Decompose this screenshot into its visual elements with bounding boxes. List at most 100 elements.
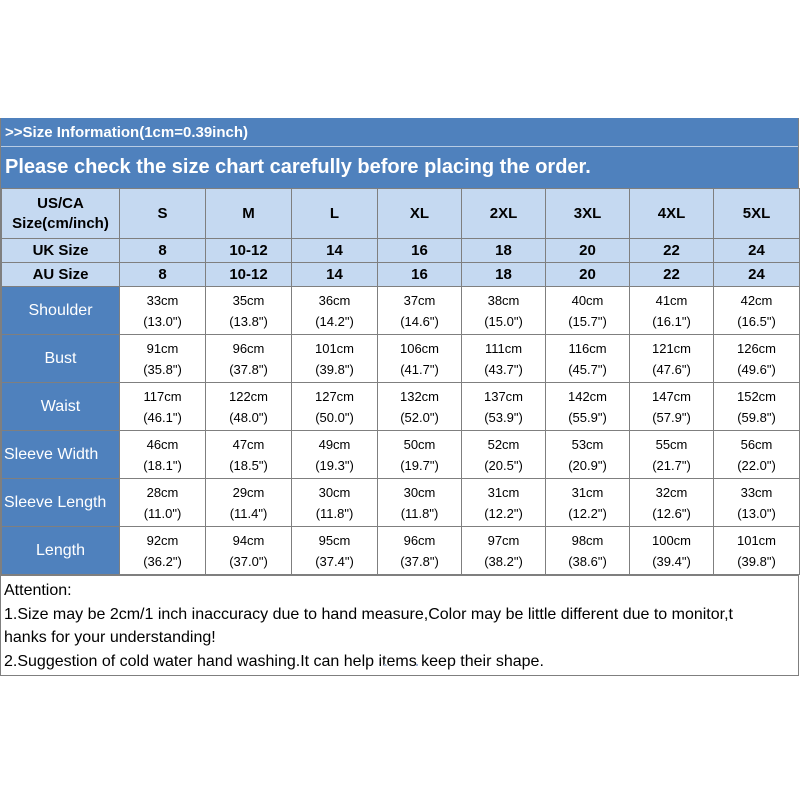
us-size-cell: XL	[377, 188, 462, 239]
measurement-cell: 50cm (19.7")	[377, 430, 462, 479]
cm-value: 50cm	[403, 436, 436, 452]
au-size-cell: 8	[119, 262, 206, 287]
inch-value: (57.9")	[652, 409, 691, 425]
inch-value: (43.7")	[484, 361, 523, 377]
inch-value: (16.1")	[652, 313, 691, 329]
inch-value: (59.8")	[737, 409, 776, 425]
au-size-cell: 14	[291, 262, 378, 287]
measurement-cell: 36cm (14.2")	[291, 286, 378, 335]
us-label-line1: US/CA	[37, 194, 84, 212]
measurement-cell: 91cm (35.8")	[119, 334, 206, 383]
inch-value: (18.5")	[229, 457, 268, 473]
us-size-label: US/CA Size(cm/inch)	[1, 188, 120, 239]
us-size-cell: 4XL	[629, 188, 714, 239]
measurement-cell: 46cm (18.1")	[119, 430, 206, 479]
cm-value: 111cm	[484, 340, 523, 356]
cm-value: 152cm	[736, 388, 777, 404]
measurement-cell: 42cm (16.5")	[713, 286, 800, 335]
cm-value: 31cm	[571, 484, 604, 500]
measurement-cell: 147cm (57.9")	[629, 382, 714, 431]
us-size-cell: S	[119, 188, 206, 239]
inch-value: (14.6")	[400, 313, 439, 329]
measurement-cell: 106cm (41.7")	[377, 334, 462, 383]
inch-value: (37.8")	[400, 553, 439, 569]
measurement-cell: 53cm (20.9")	[545, 430, 630, 479]
cm-value: 47cm	[232, 436, 265, 452]
cm-value: 42cm	[740, 292, 773, 308]
measurement-label: Shoulder	[1, 286, 120, 335]
cm-value: 106cm	[399, 340, 440, 356]
cm-value: 132cm	[399, 388, 440, 404]
measurement-cell: 95cm (37.4")	[291, 526, 378, 575]
inch-value: (15.7")	[568, 313, 607, 329]
au-size-cell: 22	[629, 262, 714, 287]
cm-value: 122cm	[228, 388, 269, 404]
measurement-cell: 33cm (13.0")	[119, 286, 206, 335]
cm-value: 142cm	[567, 388, 608, 404]
inch-value: (39.4")	[652, 553, 691, 569]
cm-value: 96cm	[232, 340, 265, 356]
uk-size-cell: 16	[377, 238, 462, 263]
inch-value: (13.8")	[229, 313, 268, 329]
inch-value: (12.2")	[484, 505, 523, 521]
cm-value: 33cm	[146, 292, 179, 308]
measurement-cell: 142cm (55.9")	[545, 382, 630, 431]
measurement-cell: 37cm (14.6")	[377, 286, 462, 335]
measurement-row: Length 92cm (36.2") 94cm (37.0") 95cm (37.4") 9…	[1, 526, 800, 575]
cm-value: 56cm	[740, 436, 773, 452]
inch-value: (19.3")	[315, 457, 354, 473]
attention-line-3: 2.Suggestion of cold water hand washing.…	[4, 652, 544, 670]
cm-value: 29cm	[232, 484, 265, 500]
inch-value: (14.2")	[315, 313, 354, 329]
attention-line-1: 1.Size may be 2cm/1 inch inaccuracy due …	[4, 605, 733, 623]
measurement-cell: 117cm (46.1")	[119, 382, 206, 431]
measurement-label: Length	[1, 526, 120, 575]
inch-value: (11.4")	[229, 505, 268, 521]
measurement-cell: 121cm (47.6")	[629, 334, 714, 383]
measurement-cell: 96cm (37.8")	[205, 334, 292, 383]
measurement-cell: 40cm (15.7")	[545, 286, 630, 335]
inch-value: (39.8")	[315, 361, 354, 377]
measurement-cell: 116cm (45.7")	[545, 334, 630, 383]
measurement-cell: 96cm (37.8")	[377, 526, 462, 575]
measurement-cell: 94cm (37.0")	[205, 526, 292, 575]
cm-value: 127cm	[314, 388, 355, 404]
cm-value: 32cm	[655, 484, 688, 500]
measurement-cell: 97cm (38.2")	[461, 526, 546, 575]
measurement-row: Sleeve Length 28cm (11.0") 29cm (11.4") 30cm (…	[1, 478, 800, 527]
cm-value: 92cm	[146, 532, 179, 548]
cm-value: 38cm	[487, 292, 520, 308]
measurement-cell: 137cm (53.9")	[461, 382, 546, 431]
inch-value: (36.2")	[143, 553, 182, 569]
measurement-cell: 52cm (20.5")	[461, 430, 546, 479]
cm-value: 96cm	[403, 532, 436, 548]
inch-value: (38.6")	[568, 553, 607, 569]
measurement-cell: 132cm (52.0")	[377, 382, 462, 431]
inch-value: (50.0")	[315, 409, 354, 425]
cm-value: 41cm	[655, 292, 688, 308]
uk-size-cell: 18	[461, 238, 546, 263]
measurement-cell: 31cm (12.2")	[461, 478, 546, 527]
inch-value: (47.6")	[652, 361, 691, 377]
measurement-cell: 122cm (48.0")	[205, 382, 292, 431]
measurement-row: Bust 91cm (35.8") 96cm (37.8") 101cm (39.8") 10…	[1, 334, 800, 383]
inch-value: (55.9")	[568, 409, 607, 425]
inch-value: (52.0")	[400, 409, 439, 425]
us-label-line2: Size(cm/inch)	[12, 214, 109, 232]
uk-size-label: UK Size	[1, 238, 120, 263]
cm-value: 30cm	[318, 484, 351, 500]
uk-size-cell: 20	[545, 238, 630, 263]
au-size-cell: 24	[713, 262, 800, 287]
measurement-cell: 30cm (11.8")	[291, 478, 378, 527]
measurement-cell: 35cm (13.8")	[205, 286, 292, 335]
uk-size-row: UK Size 8 10-12 14 16 18 20 22 24	[1, 238, 800, 263]
us-size-row: US/CA Size(cm/inch) S M L XL 2XL 3XL 4XL…	[1, 188, 800, 239]
us-size-cell: 3XL	[545, 188, 630, 239]
cm-value: 91cm	[146, 340, 179, 356]
cm-value: 121cm	[651, 340, 692, 356]
measurement-cell: 101cm (39.8")	[291, 334, 378, 383]
measurement-row: Waist 117cm (46.1") 122cm (48.0") 127cm (50.0"…	[1, 382, 800, 431]
au-size-row: AU Size 8 10-12 14 16 18 20 22 24	[1, 262, 800, 287]
measurement-cell: 98cm (38.6")	[545, 526, 630, 575]
measurement-cell: 38cm (15.0")	[461, 286, 546, 335]
